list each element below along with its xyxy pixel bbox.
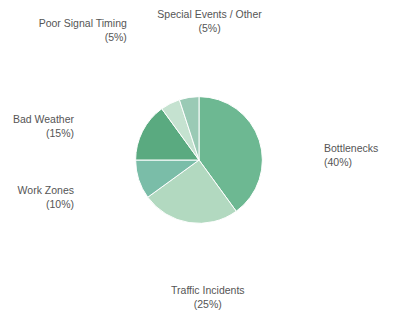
slice-value: (5%) [105,31,127,43]
pie [136,97,263,224]
slice-value: (25%) [194,298,222,310]
pie-slice [179,97,199,160]
chart: Bottlenecks (40%) Traffic Incidents (25%) Wo… [0,0,398,320]
slice-label: Traffic Incidents (25%) [171,284,245,310]
slice-label: Work Zones (10%) [18,184,74,210]
slice-label: Special Events / Other (5%) [157,8,262,34]
labels: Bottlenecks (40%) Traffic Incidents (25%) Wo… [13,8,378,310]
slice-value: (10%) [46,198,74,210]
slice-name: Bad Weather [13,113,75,125]
slice-name: Work Zones [18,184,74,196]
slice-name: Traffic Incidents [171,284,245,296]
slice-name: Poor Signal Timing [39,17,127,29]
slice-label: Poor Signal Timing (5%) [39,17,127,43]
slice-name: Special Events / Other [157,8,262,20]
slice-label: Bad Weather (15%) [13,113,75,139]
slice-label: Bottlenecks (40%) [324,142,378,168]
slice-value: (15%) [46,127,74,139]
pie-slice [136,160,199,197]
slice-name: Bottlenecks [324,142,378,154]
slice-value: (5%) [198,22,220,34]
slice-value: (40%) [324,156,352,168]
